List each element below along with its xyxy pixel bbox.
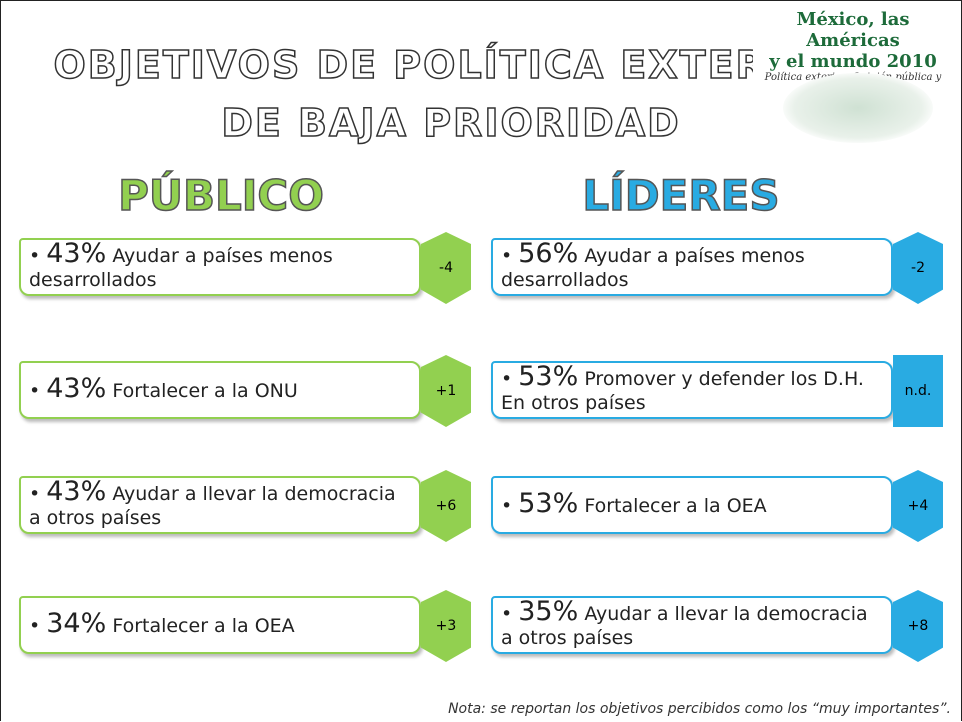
column-heading: LÍDERES [582, 170, 781, 221]
item-content: • 53% Promover y defender los D.H. En ot… [501, 363, 883, 415]
bullet: • [501, 368, 519, 390]
note: Nota: se reportan los objetivos percibid… [448, 701, 951, 717]
bullet: • [501, 603, 519, 625]
item-text: Ayudar a países menos desarrollados [501, 245, 805, 291]
item-box: • 43% Ayudar a países menos desarrollado… [19, 238, 421, 296]
change-tag: +3 [421, 590, 471, 662]
item-percent: 43% [46, 238, 107, 269]
change-tag: -2 [893, 232, 943, 304]
item-box: • 43% Ayudar a llevar la democracia a ot… [19, 476, 421, 534]
item-percent: 53% [518, 488, 579, 519]
logo-line: México, las Américas [796, 9, 910, 51]
bullet: • [29, 483, 47, 505]
item-text: Ayudar a países menos desarrollados [29, 245, 333, 291]
item-text: Fortalecer a la OEA [112, 615, 295, 637]
logo-line: y el mundo 2010 [769, 51, 937, 72]
item-percent: 35% [518, 596, 579, 627]
item-content: • 43% Fortalecer a la ONU [29, 375, 298, 403]
item-content: • 35% Ayudar a llevar la democracia a ot… [501, 598, 883, 650]
column-heading: PÚBLICO [117, 170, 324, 221]
bullet: • [29, 245, 47, 267]
item-content: • 56% Ayudar a países menos desarrollado… [501, 240, 883, 292]
item-percent: 43% [46, 373, 107, 404]
item-percent: 34% [46, 608, 107, 639]
bullet: • [501, 245, 519, 267]
change-tag: +1 [421, 355, 471, 427]
item-text: Ayudar a llevar la democracia a otros pa… [29, 483, 396, 529]
change-tag: -4 [421, 232, 471, 304]
item-box: • 35% Ayudar a llevar la democracia a ot… [491, 596, 893, 654]
change-tag: +8 [893, 590, 943, 662]
item-percent: 56% [518, 238, 579, 269]
bullet: • [29, 380, 47, 402]
item-box: • 34% Fortalecer a la OEA [19, 596, 421, 654]
item-box: • 53% Fortalecer a la OEA [491, 476, 893, 534]
item-content: • 43% Ayudar a llevar la democracia a ot… [29, 478, 411, 530]
item-percent: 43% [46, 476, 107, 507]
item-content: • 34% Fortalecer a la OEA [29, 610, 295, 638]
item-text: Fortalecer a la ONU [112, 380, 298, 402]
change-tag: +4 [893, 470, 943, 542]
item-text: Promover y defender los D.H. En otros pa… [501, 368, 864, 414]
change-tag: n.d. [893, 355, 943, 427]
title-line: DE BAJA PRIORIDAD [221, 100, 681, 146]
item-content: • 53% Fortalecer a la OEA [501, 490, 767, 518]
item-box: • 56% Ayudar a países menos desarrollado… [491, 238, 893, 296]
globe [783, 73, 933, 143]
change-tag: +6 [421, 470, 471, 542]
item-text: Fortalecer a la OEA [584, 495, 767, 517]
item-box: • 43% Fortalecer a la ONU [19, 361, 421, 419]
title-line: OBJETIVOS DE POLÍTICA EXTERIOR [53, 42, 849, 88]
item-percent: 53% [518, 361, 579, 392]
bullet: • [29, 615, 47, 637]
item-content: • 43% Ayudar a países menos desarrollado… [29, 240, 411, 292]
item-box: • 53% Promover y defender los D.H. En ot… [491, 361, 893, 419]
item-text: Ayudar a llevar la democracia a otros pa… [501, 603, 868, 649]
logo: México, las Américas y el mundo 2010 Pol… [753, 1, 953, 151]
bullet: • [501, 495, 519, 517]
